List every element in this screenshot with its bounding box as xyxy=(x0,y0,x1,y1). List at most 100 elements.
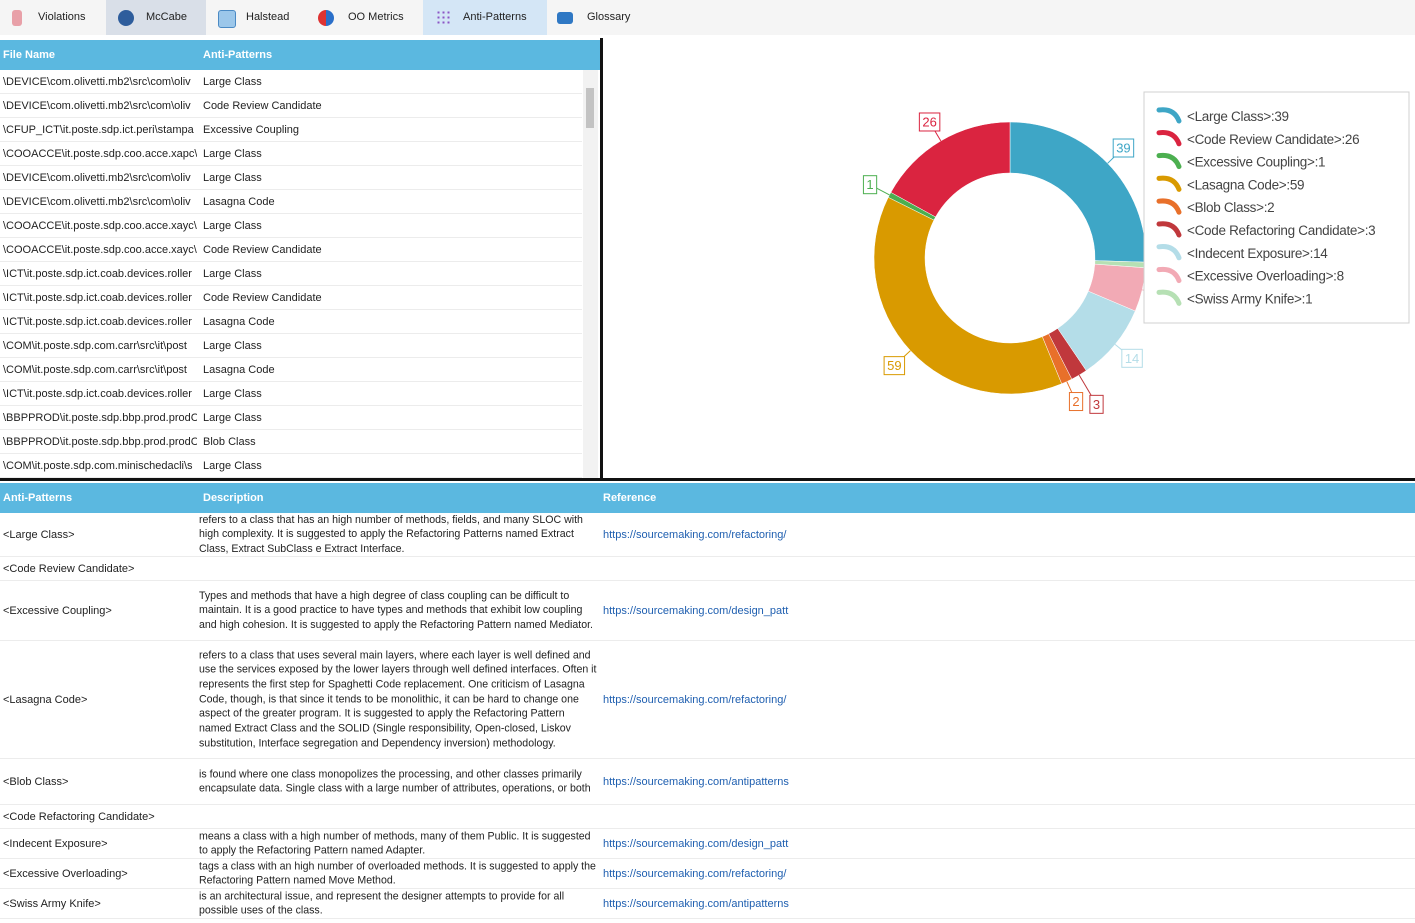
table-row[interactable]: \DEVICE\com.olivetti.mb2\src\com\oliv Lar… xyxy=(0,166,582,190)
data-label-box: 2 xyxy=(1068,392,1084,412)
tab-icon xyxy=(218,10,236,28)
file-name: \DEVICE\com.olivetti.mb2\src\com\oliv xyxy=(3,172,191,184)
anti-pattern: Large Class xyxy=(203,340,262,352)
legend-label: <Code Refactoring Candidate>:3 xyxy=(1187,223,1375,238)
reference-link[interactable]: https://sourcemaking.com/refactoring/ xyxy=(603,528,787,541)
column-header: File Name xyxy=(3,49,55,61)
legend-label: <Excessive Coupling>:1 xyxy=(1187,155,1325,170)
tab[interactable]: Glossary xyxy=(547,0,657,35)
tab[interactable]: OO Metrics xyxy=(308,0,420,35)
data-label-box: 14 xyxy=(1121,348,1143,368)
file-name: \ICT\it.poste.sdp.ict.coab.devices.rolle… xyxy=(3,268,192,280)
table-row: <Indecent Exposure> means a class with a … xyxy=(0,829,1415,859)
data-label: 1 xyxy=(866,177,873,192)
description: tags a class with an high number of over… xyxy=(199,859,596,887)
table-row[interactable]: \COOACCE\it.poste.sdp.coo.acce.xayc\s Cod… xyxy=(0,238,582,262)
donut-slice xyxy=(1041,333,1073,385)
data-label: 2 xyxy=(1072,394,1079,409)
donut-slice xyxy=(873,197,1063,395)
file-name: \COM\it.poste.sdp.com.carr\src\it\post xyxy=(3,340,187,352)
table-row[interactable]: \ICT\it.poste.sdp.ict.coab.devices.rolle… xyxy=(0,310,582,334)
tab-label: OO Metrics xyxy=(348,11,404,23)
data-label: 26 xyxy=(922,114,936,129)
donut-slice xyxy=(890,121,1011,218)
description: is an architectural issue, and represent… xyxy=(199,889,565,917)
scroll-thumb[interactable] xyxy=(586,88,594,128)
table-row[interactable]: \COM\it.poste.sdp.com.carr\src\it\post La… xyxy=(0,334,582,358)
anti-pattern-name: <Code Refactoring Candidate> xyxy=(3,810,155,823)
file-name: \DEVICE\com.olivetti.mb2\src\com\oliv xyxy=(3,196,191,208)
splitter[interactable] xyxy=(0,478,1415,481)
legend-label: <Code Review Candidate>:26 xyxy=(1187,132,1359,147)
table-row[interactable]: \BBPPROD\it.poste.sdp.bbp.prod.prodC Blob… xyxy=(0,430,582,454)
scrollbar[interactable] xyxy=(583,70,598,478)
file-name: \COOACCE\it.poste.sdp.coo.acce.xapc\s xyxy=(3,148,197,160)
anti-pattern: Lasagna Code xyxy=(203,316,275,328)
anti-pattern: Lasagna Code xyxy=(203,196,275,208)
file-table: File Name Anti-Patterns \DEVICE\com.oliv… xyxy=(0,40,600,478)
label-border xyxy=(1089,394,1104,414)
table-row[interactable]: \COM\it.poste.sdp.com.carr\src\it\post La… xyxy=(0,358,582,382)
glossary-table: Anti-Patterns Description Reference <Lar… xyxy=(0,483,1415,923)
reference-link[interactable]: https://sourcemaking.com/antipatterns xyxy=(603,897,789,910)
legend-icon xyxy=(1156,175,1182,192)
anti-pattern-name: <Large Class> xyxy=(3,528,75,541)
table-row[interactable]: \BBPPROD\it.poste.sdp.bbp.prod.prodC Larg… xyxy=(0,406,582,430)
tab-icon xyxy=(557,12,573,24)
reference-link[interactable]: https://sourcemaking.com/refactoring/ xyxy=(603,867,787,880)
tab-label: McCabe xyxy=(146,11,187,23)
anti-pattern: Large Class xyxy=(203,412,262,424)
anti-pattern: Excessive Coupling xyxy=(203,124,299,136)
anti-pattern: Large Class xyxy=(203,220,262,232)
anti-pattern-name: <Code Review Candidate> xyxy=(3,562,135,575)
legend-icon xyxy=(1156,198,1182,215)
anti-pattern-name: <Swiss Army Knife> xyxy=(3,897,101,910)
tab-icon xyxy=(318,10,334,26)
table-row[interactable]: \DEVICE\com.olivetti.mb2\src\com\oliv Lar… xyxy=(0,70,582,94)
table-row[interactable]: \CFUP_ICT\it.poste.sdp.ict.peri\stampa Ex… xyxy=(0,118,582,142)
data-label: 3 xyxy=(1093,397,1100,412)
legend-icon xyxy=(1156,244,1182,261)
table-row[interactable]: \DEVICE\com.olivetti.mb2\src\com\oliv Cod… xyxy=(0,94,582,118)
table-row[interactable]: \ICT\it.poste.sdp.ict.coab.devices.rolle… xyxy=(0,286,582,310)
data-label-box: 39 xyxy=(1112,138,1135,158)
file-name: \ICT\it.poste.sdp.ict.coab.devices.rolle… xyxy=(3,292,192,304)
tab[interactable]: Anti-Patterns xyxy=(423,0,547,35)
anti-pattern-name: <Excessive Coupling> xyxy=(3,604,112,617)
tab[interactable]: Halstead xyxy=(208,0,308,35)
tab[interactable]: Violations xyxy=(0,0,104,35)
legend-label: <Lasagna Code>:59 xyxy=(1187,177,1304,192)
reference-link[interactable]: https://sourcemaking.com/design_patt xyxy=(603,837,789,850)
label-border xyxy=(862,175,878,195)
table-row[interactable]: \ICT\it.poste.sdp.ict.coab.devices.rolle… xyxy=(0,262,582,286)
anti-pattern-name: <Blob Class> xyxy=(3,775,69,788)
column-header: Anti-Patterns xyxy=(3,492,73,504)
file-name: \ICT\it.poste.sdp.ict.coab.devices.rolle… xyxy=(3,316,192,328)
table-row: <Large Class> refers to a class that has … xyxy=(0,513,1415,557)
table-row[interactable]: \ICT\it.poste.sdp.ict.coab.devices.rolle… xyxy=(0,382,582,406)
label-border xyxy=(883,356,906,376)
file-name: \DEVICE\com.olivetti.mb2\src\com\oliv xyxy=(3,100,191,112)
tab-icon xyxy=(12,10,22,26)
legend-label: <Excessive Overloading>:8 xyxy=(1187,269,1344,284)
description: refers to a class that uses several main… xyxy=(199,649,597,750)
legend-icon xyxy=(1156,130,1182,147)
table-row: <Code Refactoring Candidate> xyxy=(0,805,1415,829)
reference-link[interactable]: https://sourcemaking.com/refactoring/ xyxy=(603,693,787,706)
table-row[interactable]: \COOACCE\it.poste.sdp.coo.acce.xapc\s Lar… xyxy=(0,142,582,166)
splitter[interactable] xyxy=(600,38,603,481)
anti-pattern: Code Review Candidate xyxy=(203,100,322,112)
table-row[interactable]: \COOACCE\it.poste.sdp.coo.acce.xayc\s Lar… xyxy=(0,214,582,238)
tab[interactable]: McCabe xyxy=(106,0,206,35)
column-header: Anti-Patterns xyxy=(203,49,273,61)
data-label: 59 xyxy=(887,358,901,373)
reference-link[interactable]: https://sourcemaking.com/design_patt xyxy=(603,604,789,617)
table-row: <Excessive Overloading> tags a class with… xyxy=(0,859,1415,889)
table-row[interactable]: \COM\it.poste.sdp.com.minischedacli\s Lar… xyxy=(0,454,582,478)
legend-label: <Indecent Exposure>:14 xyxy=(1187,246,1328,261)
table-row: <Lasagna Code> refers to a class that use… xyxy=(0,641,1415,759)
reference-link[interactable]: https://sourcemaking.com/antipatterns xyxy=(603,775,789,788)
table-row: <Swiss Army Knife> is an architectural is… xyxy=(0,889,1415,919)
table-row[interactable]: \DEVICE\com.olivetti.mb2\src\com\oliv Las… xyxy=(0,190,582,214)
